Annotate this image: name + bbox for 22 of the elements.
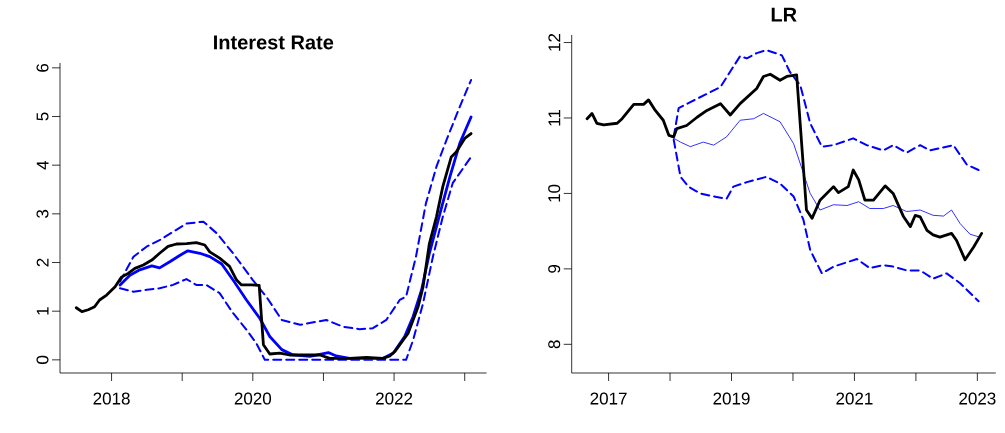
chart-title: LR bbox=[771, 7, 797, 22]
y-tick-label: 0 bbox=[36, 355, 49, 364]
y-tick-label: 6 bbox=[36, 63, 49, 72]
y-tick-label: 10 bbox=[548, 184, 561, 202]
line-series bbox=[585, 72, 984, 262]
y-tick-label: 2 bbox=[36, 258, 49, 267]
chart-title: Interest Rate bbox=[214, 35, 334, 50]
x-tick-label: 2021 bbox=[836, 392, 873, 405]
y-tick-label: 9 bbox=[548, 264, 561, 273]
x-tick-label: 2018 bbox=[93, 392, 130, 405]
y-tick-label: 11 bbox=[548, 109, 561, 126]
y-tick-label: 1 bbox=[36, 307, 49, 315]
y-tick-label: 3 bbox=[36, 209, 49, 218]
y-tick-label: 12 bbox=[548, 33, 561, 51]
x-tick-label: 2023 bbox=[959, 392, 996, 405]
x-tick-label: 2020 bbox=[234, 392, 272, 405]
x-tick-label: 2019 bbox=[713, 392, 750, 405]
y-tick-label: 8 bbox=[548, 340, 561, 349]
x-tick-label: 2022 bbox=[376, 392, 413, 405]
y-tick-label: 5 bbox=[36, 112, 49, 121]
x-tick-label: 2017 bbox=[590, 392, 627, 405]
y-tick-label: 4 bbox=[36, 160, 49, 170]
